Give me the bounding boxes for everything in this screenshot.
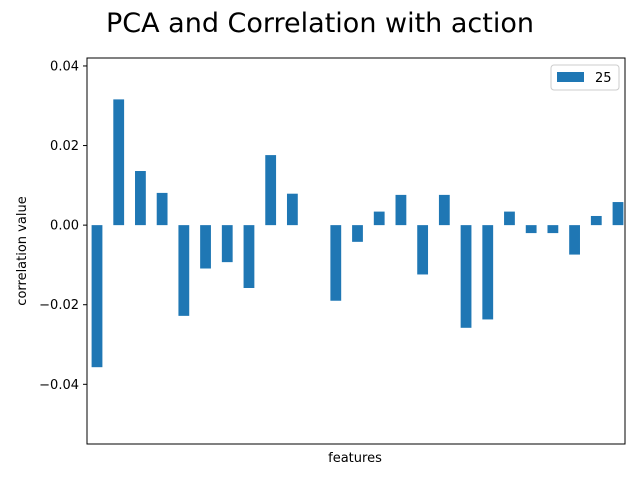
bars-group — [91, 99, 624, 368]
legend: 25 — [550, 64, 620, 91]
bar-20 — [504, 211, 515, 226]
bar-10 — [286, 193, 298, 226]
bar-22 — [547, 225, 559, 234]
y-tick-label: 0.00 — [50, 219, 79, 234]
bar-16 — [417, 225, 429, 275]
y-tick-label: −0.04 — [39, 378, 79, 393]
y-tick-label: −0.02 — [39, 298, 79, 313]
bar-19 — [482, 225, 494, 320]
bar-4 — [156, 192, 168, 226]
y-tick-label: 0.04 — [50, 59, 79, 74]
x-axis-label: features — [328, 451, 382, 466]
bar-21 — [525, 225, 537, 234]
bar-23 — [569, 225, 580, 255]
bar-18 — [460, 225, 472, 328]
y-axis-ticks: 0.04 0.02 0.00 −0.02 −0.04 — [39, 59, 87, 393]
bar-25 — [612, 202, 624, 226]
bar-3 — [135, 171, 146, 226]
bar-17 — [438, 194, 450, 226]
bar-2 — [113, 99, 125, 226]
legend-swatch — [557, 72, 584, 82]
bar-13 — [352, 225, 363, 242]
y-tick-label: 0.02 — [50, 139, 79, 154]
bar-24 — [590, 215, 602, 226]
bar-9 — [265, 155, 277, 226]
y-axis-label: correlation value — [15, 196, 30, 305]
axes-frame — [86, 57, 626, 445]
chart-title: PCA and Correlation with action — [106, 8, 534, 39]
bar-12 — [330, 225, 342, 301]
bar-7 — [221, 225, 233, 263]
legend-box — [550, 64, 620, 91]
bar-6 — [200, 225, 211, 269]
bar-14 — [373, 211, 385, 226]
bar-15 — [395, 194, 407, 226]
bar-1 — [91, 225, 103, 368]
bar-5 — [178, 225, 190, 316]
bar-8 — [243, 225, 255, 288]
legend-label: 25 — [595, 71, 612, 86]
